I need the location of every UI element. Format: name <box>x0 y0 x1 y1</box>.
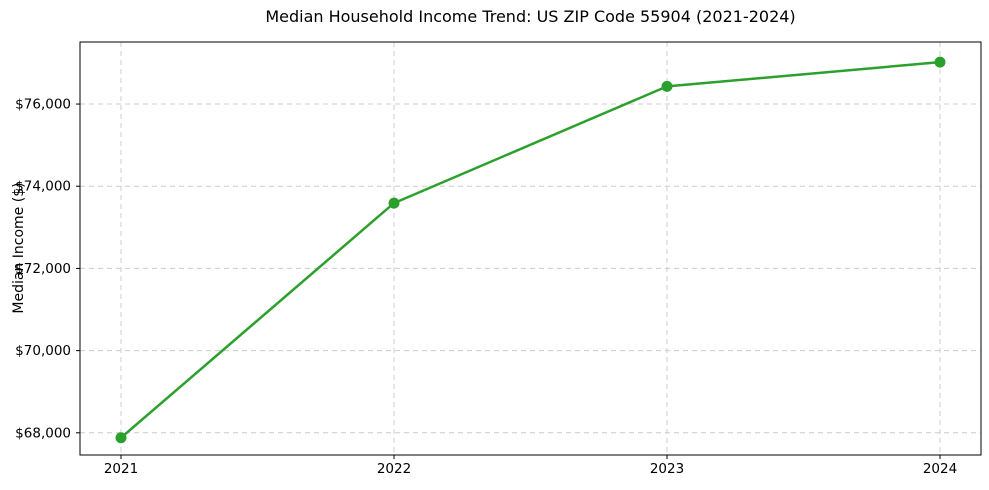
y-tick-label: $72,000 <box>15 261 71 277</box>
x-tick-label: 2022 <box>377 461 411 477</box>
data-point-marker <box>388 197 400 209</box>
data-point-marker <box>661 80 673 92</box>
x-tick-label: 2021 <box>104 461 138 477</box>
data-point-marker <box>115 432 127 444</box>
x-tick-label: 2023 <box>650 461 684 477</box>
chart-title: Median Household Income Trend: US ZIP Co… <box>265 7 796 26</box>
y-tick-label: $70,000 <box>15 343 71 359</box>
y-tick-label: $76,000 <box>15 97 71 113</box>
y-tick-label: $68,000 <box>15 425 71 441</box>
plot-border <box>79 41 982 456</box>
y-tick-label: $74,000 <box>15 179 71 195</box>
x-tick-label: 2024 <box>923 461 957 477</box>
trend-line <box>119 60 942 439</box>
data-point-marker <box>934 56 946 68</box>
